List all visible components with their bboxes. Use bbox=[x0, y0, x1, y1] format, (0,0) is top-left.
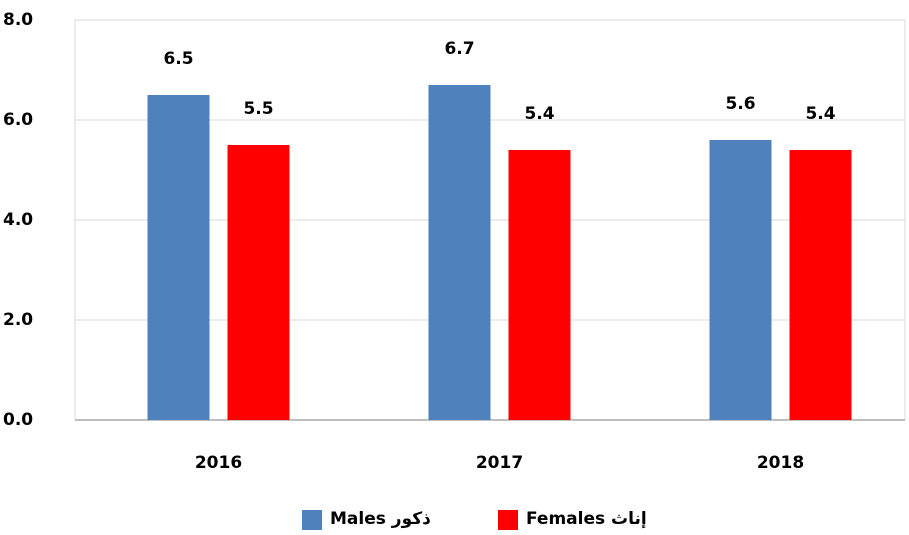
bar bbox=[508, 150, 571, 420]
legend-label: Males ذكور bbox=[330, 509, 431, 529]
bar bbox=[227, 145, 290, 420]
bar bbox=[428, 85, 491, 420]
bar bbox=[709, 140, 772, 420]
data-label: 6.7 bbox=[444, 39, 474, 59]
y-tick-label: 0.0 bbox=[3, 410, 33, 430]
legend-swatch bbox=[498, 510, 518, 530]
y-tick-label: 6.0 bbox=[3, 110, 33, 130]
y-tick-label: 2.0 bbox=[3, 310, 33, 330]
data-label: 5.4 bbox=[805, 104, 835, 124]
data-label: 5.4 bbox=[524, 104, 554, 124]
legend-swatch bbox=[302, 510, 322, 530]
data-label: 6.5 bbox=[163, 49, 193, 69]
data-label: 5.6 bbox=[725, 94, 755, 114]
y-tick-label: 4.0 bbox=[3, 210, 33, 230]
legend-label: Females إناث bbox=[526, 509, 647, 529]
x-tick-label: 2016 bbox=[195, 453, 242, 473]
bar bbox=[147, 95, 210, 420]
x-tick-label: 2018 bbox=[757, 453, 804, 473]
data-label: 5.5 bbox=[243, 99, 273, 119]
bar bbox=[789, 150, 852, 420]
y-tick-label: 8.0 bbox=[3, 10, 33, 30]
x-tick-label: 2017 bbox=[476, 453, 523, 473]
